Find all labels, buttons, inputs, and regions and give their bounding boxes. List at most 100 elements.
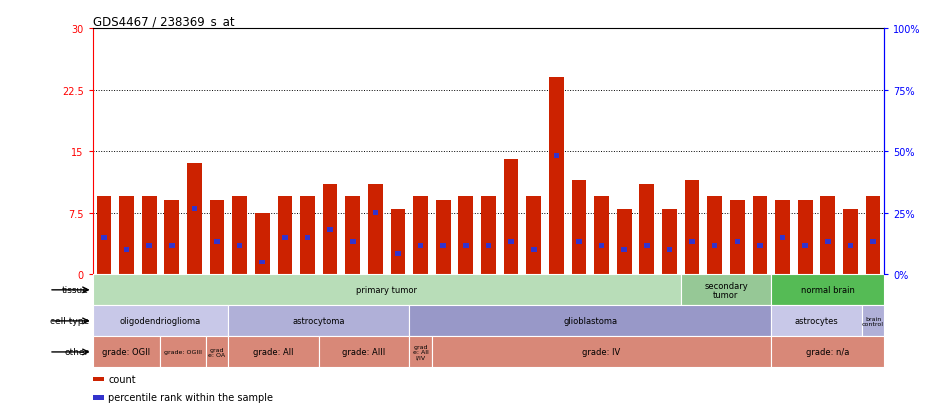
Bar — [482, 197, 495, 275]
Bar — [160, 337, 206, 368]
Bar — [576, 240, 582, 244]
Text: grade: n/a: grade: n/a — [807, 348, 849, 356]
Bar — [866, 197, 881, 275]
Bar — [640, 185, 654, 275]
Bar — [463, 244, 469, 249]
Bar — [93, 275, 681, 306]
Bar — [124, 248, 130, 252]
Text: normal brain: normal brain — [801, 286, 855, 294]
Bar — [825, 240, 831, 244]
Bar — [432, 337, 771, 368]
Text: count: count — [108, 374, 136, 384]
Bar — [549, 78, 564, 275]
Text: grade: IV: grade: IV — [582, 348, 620, 356]
Text: grade: OGII: grade: OGII — [103, 348, 151, 356]
Bar — [282, 235, 288, 240]
Bar — [93, 395, 104, 399]
Text: oligodendrioglioma: oligodendrioglioma — [119, 317, 201, 325]
Bar — [192, 206, 197, 211]
Bar — [413, 197, 428, 275]
Bar — [847, 244, 853, 249]
Bar — [93, 337, 160, 368]
Bar — [119, 197, 134, 275]
Bar — [757, 244, 763, 249]
Bar — [418, 244, 423, 249]
Bar — [323, 185, 337, 275]
Text: other: other — [65, 348, 89, 356]
Bar — [278, 197, 293, 275]
Bar — [259, 260, 265, 265]
Bar — [214, 240, 219, 244]
Bar — [843, 209, 857, 275]
Bar — [255, 213, 269, 275]
Bar — [458, 197, 473, 275]
Bar — [662, 209, 677, 275]
Bar — [436, 201, 451, 275]
Bar — [775, 201, 790, 275]
Bar — [771, 337, 884, 368]
Text: glioblastoma: glioblastoma — [563, 317, 618, 325]
Text: tissue: tissue — [62, 286, 89, 294]
Bar — [712, 244, 718, 249]
Bar — [526, 197, 541, 275]
Bar — [142, 197, 156, 275]
Bar — [372, 211, 378, 216]
Bar — [93, 377, 104, 381]
Bar — [667, 248, 672, 252]
Text: secondary
tumor: secondary tumor — [704, 281, 748, 299]
Bar — [305, 235, 310, 240]
Bar — [93, 306, 229, 337]
Text: cell type: cell type — [49, 317, 89, 325]
Bar — [681, 275, 771, 306]
Bar — [96, 197, 111, 275]
Bar — [232, 197, 247, 275]
Bar — [617, 209, 632, 275]
Text: primary tumor: primary tumor — [357, 286, 418, 294]
Bar — [165, 201, 179, 275]
Bar — [101, 235, 106, 240]
Bar — [780, 235, 785, 240]
Bar — [684, 180, 699, 275]
Bar — [554, 153, 559, 158]
Text: grade: OGIII: grade: OGIII — [164, 349, 202, 355]
Bar — [689, 240, 694, 244]
Bar — [368, 185, 382, 275]
Bar — [345, 197, 360, 275]
Bar — [707, 197, 722, 275]
Text: grade: AIII: grade: AIII — [343, 348, 385, 356]
Bar — [504, 160, 519, 275]
Bar — [391, 209, 406, 275]
Bar — [594, 197, 609, 275]
Bar — [870, 240, 876, 244]
Bar — [237, 244, 243, 249]
Bar — [319, 337, 409, 368]
Bar — [409, 337, 432, 368]
Bar — [485, 244, 492, 249]
Bar — [146, 244, 152, 249]
Bar — [169, 244, 175, 249]
Bar — [300, 197, 315, 275]
Bar — [409, 306, 771, 337]
Bar — [730, 201, 745, 275]
Text: brain
control: brain control — [862, 316, 884, 326]
Bar — [395, 252, 401, 256]
Text: astrocytoma: astrocytoma — [293, 317, 345, 325]
Text: grad
e: OA: grad e: OA — [208, 347, 226, 357]
Bar — [531, 248, 536, 252]
Bar — [571, 180, 586, 275]
Text: grade: All: grade: All — [254, 348, 294, 356]
Bar — [206, 337, 229, 368]
Bar — [753, 197, 768, 275]
Text: grad
e: All
I/IV: grad e: All I/IV — [413, 344, 429, 360]
Bar — [802, 244, 808, 249]
Bar — [441, 244, 446, 249]
Bar — [350, 240, 356, 244]
Bar — [229, 306, 409, 337]
Bar — [798, 201, 812, 275]
Bar — [599, 244, 605, 249]
Bar — [644, 244, 650, 249]
Bar — [734, 240, 740, 244]
Bar — [820, 197, 835, 275]
Bar — [327, 227, 333, 232]
Text: GDS4467 / 238369_s_at: GDS4467 / 238369_s_at — [93, 15, 234, 28]
